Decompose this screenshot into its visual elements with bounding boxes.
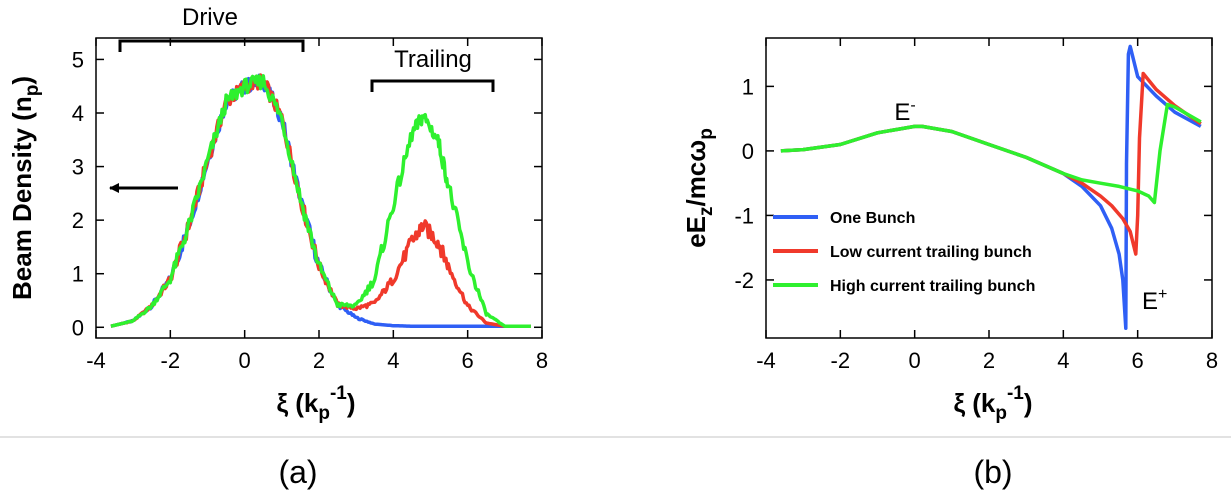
y-tick-label: 1 (742, 74, 754, 99)
series-line-green (110, 74, 531, 328)
drive-label: Drive (182, 4, 238, 31)
panel-b-field-plot: -4 -2 0 2 4 6 8 -2 -1 0 1 One Bunch Low current tra… (681, 37, 1218, 424)
panel-a-y-axis-label: Beam Density (np) (7, 76, 43, 300)
panel-a-ticks: -4 -2 0 2 4 6 8 0 1 2 3 4 5 (72, 38, 548, 373)
trailing-label: Trailing (394, 46, 472, 73)
series-line-red (780, 71, 1202, 256)
series-line-red (110, 73, 531, 328)
x-tick-label: -2 (161, 348, 181, 373)
y-tick-label: 2 (72, 208, 84, 233)
y-tick-label: 0 (742, 139, 754, 164)
panel-b-ticks: -4 -2 0 2 4 6 8 -2 -1 0 1 (734, 38, 1218, 373)
y-tick-label: 1 (72, 262, 84, 287)
y-tick-label: 0 (72, 315, 84, 340)
legend-entry-label: Low current trailing bunch (830, 244, 1032, 261)
e-minus-label: E- (894, 97, 915, 126)
panel-b-legend: One Bunch Low current trailing bunch High … (773, 210, 1035, 295)
x-tick-label: 0 (239, 348, 251, 373)
x-tick-label: 2 (313, 348, 325, 373)
y-tick-label: 4 (72, 101, 84, 126)
x-tick-label: -4 (86, 348, 106, 373)
series-line-blue (110, 73, 531, 328)
x-tick-label: -4 (756, 348, 776, 373)
x-tick-label: 4 (1057, 348, 1069, 373)
x-tick-label: 4 (387, 348, 399, 373)
x-tick-label: 0 (909, 348, 921, 373)
x-tick-label: 6 (1132, 348, 1144, 373)
panel-a-caption: (a) (278, 454, 317, 490)
y-tick-label: -2 (734, 268, 754, 293)
panel-b-caption: (b) (973, 454, 1012, 490)
legend-entry-label: One Bunch (830, 210, 915, 227)
x-tick-label: 2 (983, 348, 995, 373)
drive-bracket (118, 39, 305, 52)
legend-entry-label: High current trailing bunch (830, 278, 1035, 295)
x-tick-label: 8 (1206, 348, 1218, 373)
e-plus-label: E+ (1142, 286, 1167, 315)
y-tick-label: 3 (72, 155, 84, 180)
panel-b-y-axis-label: eEz/mcωp (681, 128, 717, 248)
panel-a-series (110, 73, 531, 328)
x-tick-label: 6 (462, 348, 474, 373)
panel-b-x-axis-label: ξ (kp-1) (953, 383, 1032, 424)
panel-b-series (780, 44, 1202, 331)
y-tick-label: -1 (734, 203, 754, 228)
x-tick-label: -2 (831, 348, 851, 373)
x-tick-label: 8 (536, 348, 548, 373)
trailing-bracket (370, 79, 495, 92)
panel-a-x-axis-label: ξ (kp-1) (276, 383, 355, 424)
series-line-green (780, 102, 1202, 205)
y-tick-label: 5 (72, 47, 84, 72)
